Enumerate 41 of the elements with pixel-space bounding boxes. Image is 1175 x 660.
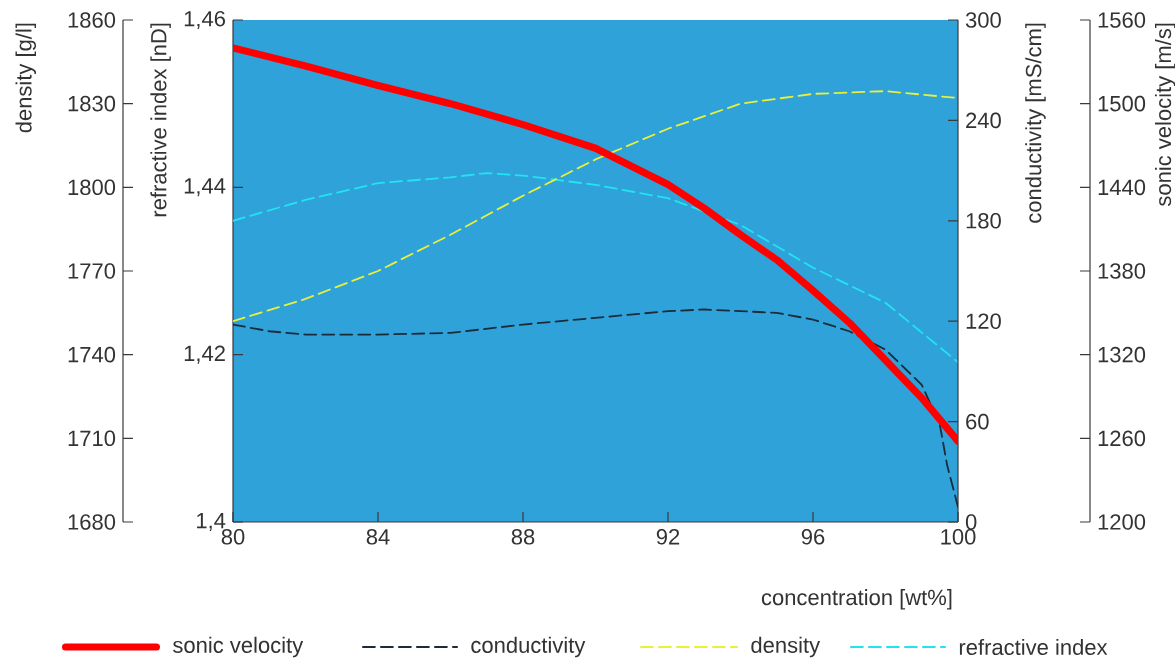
y-tick-label: 1,4	[197, 513, 226, 531]
y-tick-label: 1680	[68, 514, 116, 530]
y2-tick-label: 1320	[1098, 346, 1146, 363]
y-tick-label: 1740	[68, 346, 116, 363]
y2-tick-label: 1440	[1098, 179, 1146, 196]
y2-tick-label: 240	[966, 112, 1001, 129]
y2-tick-label: 120	[966, 313, 1001, 329]
y-tick-label: 1710	[68, 430, 116, 447]
x-tick-label: 80	[221, 529, 245, 545]
y2-tick-label: 0	[965, 514, 977, 530]
y-tick-label: 1770	[68, 263, 116, 279]
x-tick-label: 100	[941, 529, 976, 545]
y2-tick-label: 300	[965, 12, 1001, 28]
y2-tick-label: 1380	[1098, 263, 1146, 279]
legend-label: refractive index	[959, 638, 1108, 656]
y-tick-label: 1,46	[184, 10, 225, 30]
y-axis-title: density [g/l]	[15, 23, 37, 133]
y-axis-title: refractive index [nD]	[150, 23, 171, 217]
y-tick-label: 1,42	[184, 345, 225, 364]
line-series	[233, 308, 959, 508]
legend-label: conductivity	[471, 636, 586, 658]
y-tick-label: 1,44	[184, 178, 226, 197]
y-tick-label: 1800	[68, 179, 116, 196]
x-tick-label: 84	[366, 529, 390, 545]
y2-tick-label: 1500	[1098, 95, 1146, 112]
y2-axis-title: conductivity [mS/cm]	[1025, 23, 1046, 223]
y-tick-label: 1830	[68, 95, 116, 112]
y2-tick-label: 1200	[1098, 514, 1146, 530]
y2-tick-label: 1560	[1098, 12, 1146, 28]
y2-tick-label: 60	[966, 413, 989, 430]
y2-axis-title: sonic velocity [m/s]	[1154, 23, 1175, 207]
y2-tick-label: 180	[966, 213, 1001, 229]
x-axis-title: concentration [wt%]	[761, 589, 952, 610]
x-tick-label: 96	[801, 529, 825, 545]
y-tick-label: 1860	[68, 12, 116, 28]
y2-tick-label: 1260	[1098, 430, 1146, 447]
x-tick-label: 92	[656, 529, 680, 545]
line-series	[233, 172, 959, 364]
x-tick-label: 88	[511, 529, 535, 545]
legend-label: density	[751, 636, 821, 658]
legend-label: sonic velocity	[173, 636, 304, 658]
